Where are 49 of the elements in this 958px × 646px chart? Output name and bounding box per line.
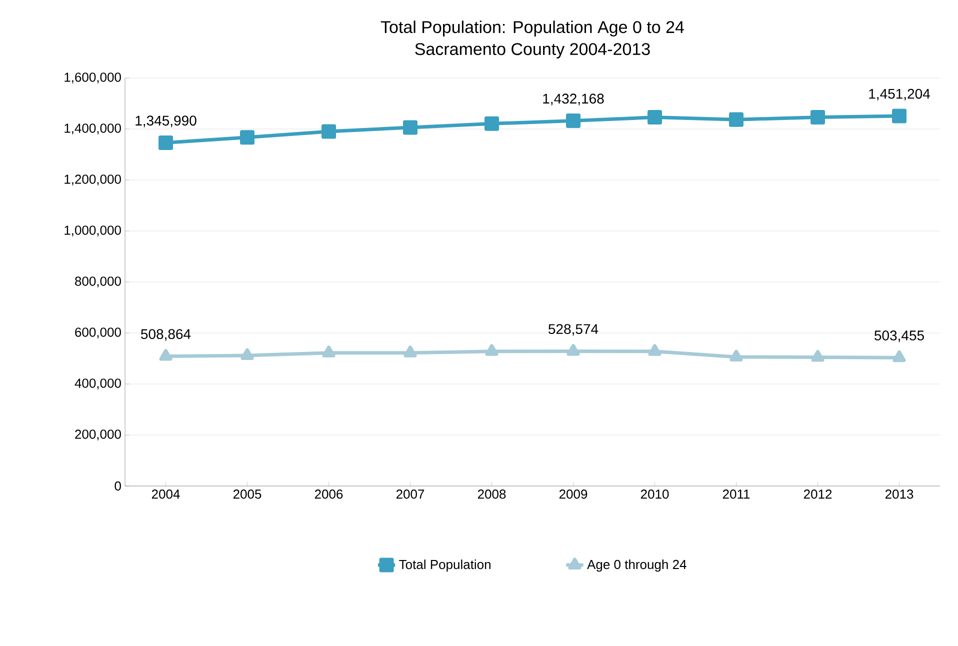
data-label: 1,451,204 xyxy=(869,88,930,100)
x-tick-label: 2013 xyxy=(885,490,914,499)
y-tick-label: 1,400,000 xyxy=(64,124,121,134)
point xyxy=(892,108,907,124)
point xyxy=(648,344,662,356)
legend-label: Age 0 through 24 xyxy=(587,560,686,572)
x-tick-label: 2008 xyxy=(478,490,506,499)
y-tick-label: 1,200,000 xyxy=(64,174,121,186)
point xyxy=(240,348,254,360)
point xyxy=(240,130,255,145)
point xyxy=(648,110,662,125)
point xyxy=(403,120,418,135)
point xyxy=(566,114,581,128)
point xyxy=(566,344,580,356)
point xyxy=(810,110,826,125)
x-tick-label: 2004 xyxy=(152,490,180,499)
x-tick-label: 2006 xyxy=(314,490,343,499)
x-tick-label: 2010 xyxy=(640,490,669,499)
y-tick-label: 200,000 xyxy=(75,430,121,440)
x-tick-label: 2007 xyxy=(396,490,424,499)
data-label: 508,864 xyxy=(141,329,191,341)
x-tick-label: 2011 xyxy=(722,490,750,499)
chart-title: Total Population: Population Age 0 to 24 xyxy=(380,20,684,36)
point xyxy=(730,350,743,362)
y-tick-label: 600,000 xyxy=(75,328,121,338)
x-tick-label: 2009 xyxy=(559,490,588,499)
point xyxy=(485,344,498,356)
y-tick-label: 0 xyxy=(114,481,121,491)
data-label: 503,455 xyxy=(874,330,924,342)
point xyxy=(484,116,500,131)
point xyxy=(729,112,744,127)
point xyxy=(892,350,906,362)
point xyxy=(322,124,336,139)
point xyxy=(159,348,172,361)
data-label: 528,574 xyxy=(548,324,598,336)
point xyxy=(404,346,417,358)
y-tick-label: 800,000 xyxy=(75,276,121,288)
legend-label: Total Population xyxy=(399,560,490,572)
point xyxy=(322,346,336,358)
x-tick-label: 2005 xyxy=(233,490,262,499)
y-tick-label: 1,000,000 xyxy=(64,226,121,236)
point xyxy=(811,350,824,362)
data-label: 1,345,990 xyxy=(136,116,196,128)
x-tick-label: 2012 xyxy=(804,490,832,499)
chart-subtitle: Sacramento County 2004-2013 xyxy=(415,43,650,58)
point xyxy=(158,136,174,150)
data-label: 1,432,168 xyxy=(543,94,604,106)
y-tick-label: 1,600,000 xyxy=(64,72,121,84)
y-tick-label: 400,000 xyxy=(74,378,121,390)
